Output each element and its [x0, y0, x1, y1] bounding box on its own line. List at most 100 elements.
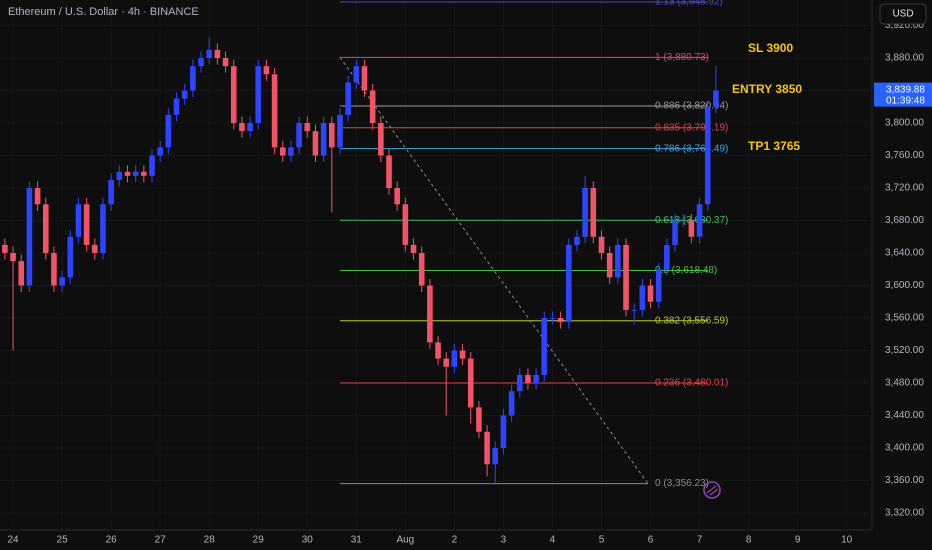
candle-body — [34, 188, 41, 205]
fib-trend-line — [339, 57, 649, 484]
candle — [623, 238, 629, 317]
chart-title: Ethereum / U.S. Dollar · 4h · BINANCE — [8, 6, 199, 18]
fib-level-label: 0.236 (3,480.01) — [655, 378, 728, 389]
candle-body — [132, 171, 139, 176]
candle-body — [263, 66, 270, 75]
y-tick-label: 3,880.00 — [885, 53, 924, 64]
fib-level-label: 1.13 (3,948.92) — [655, 0, 723, 8]
candle — [525, 368, 531, 390]
candle — [141, 165, 147, 183]
candle — [467, 352, 474, 424]
candle-body — [288, 147, 294, 156]
candle — [549, 311, 556, 325]
candle-body — [704, 106, 711, 205]
candle — [100, 197, 106, 260]
candle-body — [541, 318, 548, 375]
candle-body — [492, 448, 499, 465]
candle-body — [116, 171, 123, 180]
candle — [484, 425, 490, 477]
candle — [132, 165, 139, 183]
candle-body — [615, 244, 621, 278]
candle-body — [427, 285, 433, 343]
candle — [664, 238, 670, 276]
fib-level-label: 0.786 (3,768.49) — [655, 143, 728, 154]
candle-body — [369, 90, 376, 124]
candle — [116, 165, 123, 187]
x-tick-label: 6 — [648, 535, 654, 546]
candle — [75, 197, 82, 244]
candle-body — [680, 220, 687, 222]
candle-body — [320, 123, 327, 156]
candle-body — [141, 171, 147, 176]
candle — [255, 59, 262, 130]
candle — [566, 238, 572, 329]
trade-annotation: TP1 3765 — [748, 139, 800, 153]
candle — [92, 238, 98, 260]
candle — [704, 100, 711, 211]
candle — [541, 311, 548, 382]
x-tick-label: 10 — [841, 535, 853, 546]
candle-body — [214, 49, 221, 59]
candle — [508, 384, 515, 423]
candle — [615, 238, 621, 284]
candle — [696, 197, 703, 244]
candle — [173, 92, 180, 122]
candle-body — [688, 220, 695, 237]
y-tick-label: 3,480.00 — [885, 378, 924, 389]
y-tick-label: 3,320.00 — [885, 508, 924, 519]
candle — [239, 116, 245, 138]
candle — [149, 149, 155, 183]
candle-body — [173, 98, 180, 115]
x-tick-label: Aug — [396, 535, 414, 546]
candle — [516, 368, 523, 398]
candle-body — [410, 244, 417, 254]
candle-body — [655, 269, 662, 302]
countdown-label: 01:39:48 — [886, 95, 925, 106]
candle — [263, 59, 270, 81]
candle — [582, 175, 588, 244]
trade-annotation: ENTRY 3850 — [732, 82, 802, 96]
axes: 3,320.00 3,360.00 3,400.00 3,440.00 3,480.00… — [8, 20, 932, 546]
candle — [59, 270, 65, 293]
candle — [680, 214, 687, 228]
candle — [606, 246, 613, 284]
currency-button[interactable] — [879, 3, 927, 25]
candle-body — [590, 188, 597, 237]
candle-body — [329, 123, 335, 148]
fib-level-label: 0.382 (3,556.59) — [655, 315, 728, 326]
x-tick-label: 28 — [204, 535, 216, 546]
candle — [157, 140, 163, 163]
candle-body — [508, 391, 515, 416]
candle-body — [664, 244, 670, 270]
candle — [533, 368, 539, 390]
candle-body — [378, 123, 384, 156]
candle-body — [435, 342, 441, 359]
candle-body — [631, 309, 637, 311]
candle — [214, 43, 221, 65]
fib-level-label: 0 (3,356.23) — [655, 478, 709, 489]
y-tick-label: 3,920.00 — [885, 20, 924, 31]
fib-level-label: 0.5 (3,618.48) — [655, 265, 717, 276]
candle-body — [67, 236, 74, 278]
candle — [394, 181, 400, 211]
candle — [590, 181, 597, 244]
y-tick-label: 3,360.00 — [885, 475, 924, 486]
candle-body — [157, 147, 163, 156]
fib-level-label: 0.835 (3,794.19) — [655, 122, 728, 133]
trade-annotation: SL 3900 — [748, 41, 793, 55]
candle — [320, 116, 327, 163]
candle — [230, 59, 237, 130]
last-price-label: 3,839.88 — [886, 84, 925, 95]
candle-body — [418, 253, 425, 286]
candle-body — [525, 374, 531, 384]
currency-label[interactable]: USD — [892, 9, 913, 20]
x-tick-label: 3 — [501, 535, 507, 546]
y-tick-label: 3,760.00 — [885, 150, 924, 161]
candle-body — [2, 244, 8, 254]
candle-body — [312, 131, 319, 156]
candle-body — [672, 220, 678, 245]
candle — [631, 303, 637, 325]
y-tick-label: 3,520.00 — [885, 345, 924, 356]
candle-body — [271, 74, 278, 148]
